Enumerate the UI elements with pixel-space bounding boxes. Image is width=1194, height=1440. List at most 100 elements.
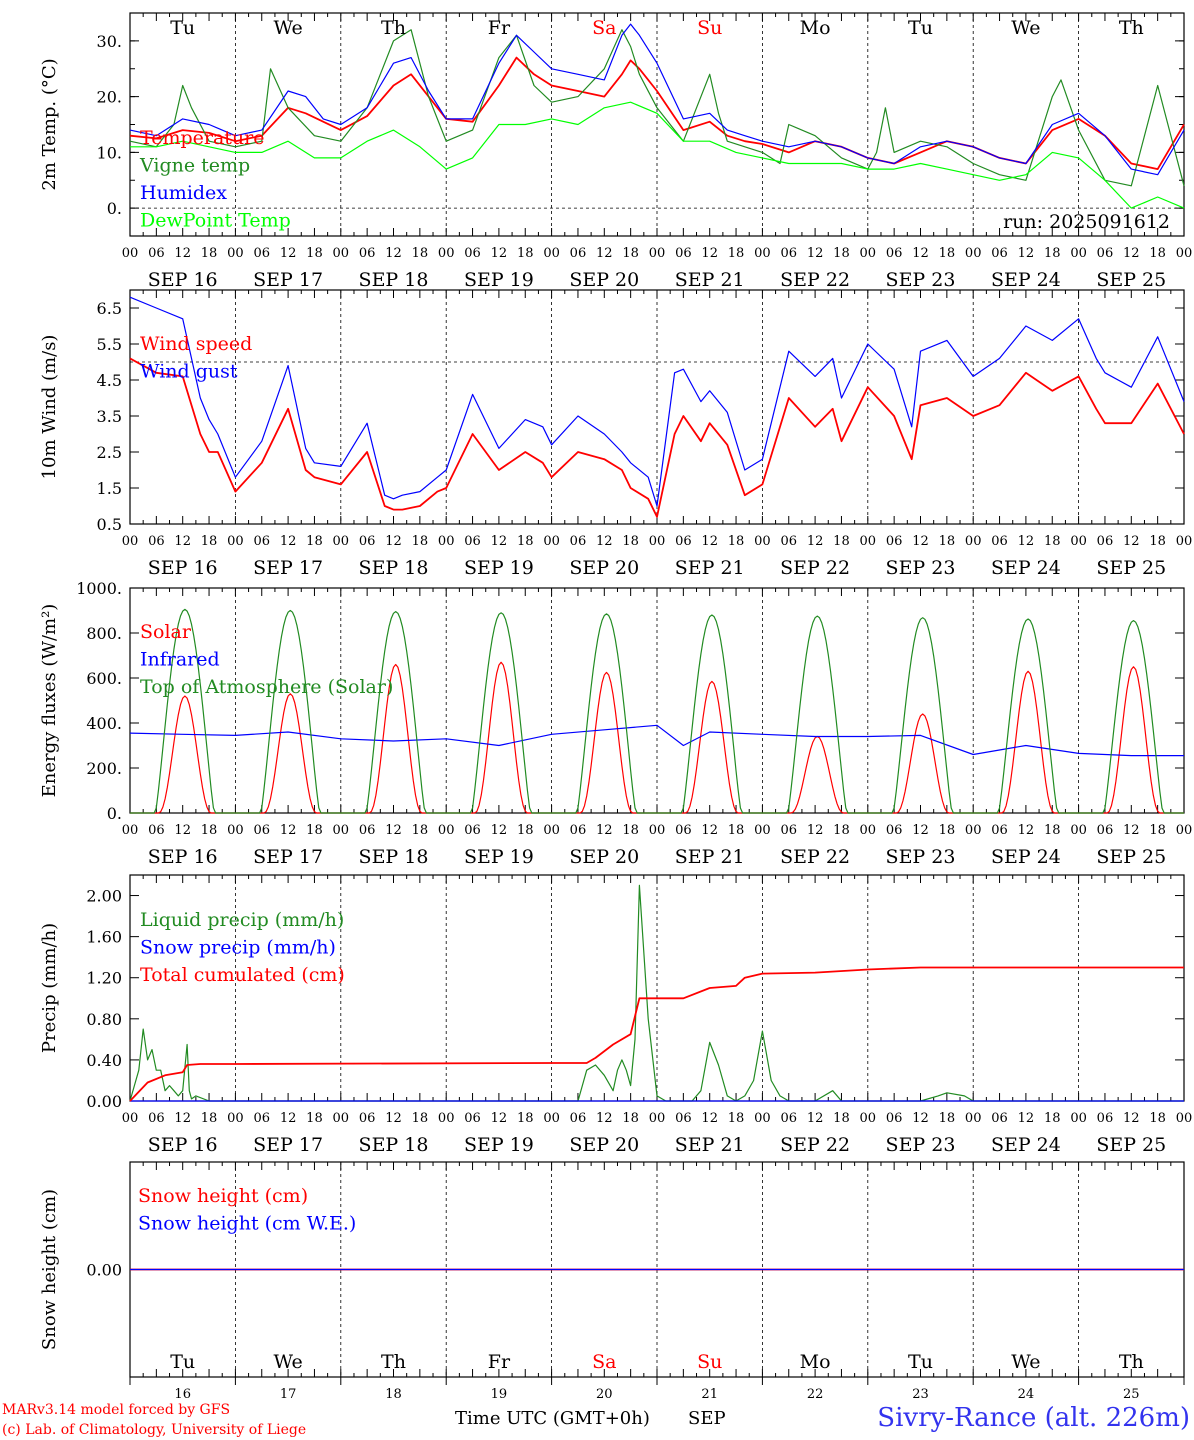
weekday-label: Tu <box>170 1351 195 1373</box>
x-tick-label: 00 <box>1070 246 1087 261</box>
weekday-label: Tu <box>170 17 195 39</box>
weekday-label: Th <box>381 17 406 39</box>
x-tick-label: 06 <box>675 1111 692 1126</box>
x-tick-label: 18 <box>833 823 850 838</box>
x-tick-label: 00 <box>860 534 877 549</box>
weekday-label: Th <box>381 1351 406 1373</box>
weekday-label: Fr <box>488 1351 511 1373</box>
day-number: 24 <box>1018 1387 1035 1402</box>
x-tick-label: 06 <box>148 1111 165 1126</box>
date-label: SEP 22 <box>780 1134 850 1156</box>
x-tick-label: 12 <box>596 823 613 838</box>
series-line-top-of-atmosphere-solar- <box>130 608 1184 814</box>
y-axis-label: 2m Temp. (°C) <box>39 58 60 190</box>
date-label: SEP 16 <box>148 269 218 291</box>
x-tick-label: 18 <box>412 246 429 261</box>
legend-entry: Total cumulated (cm) <box>140 964 345 986</box>
x-tick-label: 00 <box>543 1111 560 1126</box>
panel-4: 0.00 0.40 0.80 1.20 1.60 2.00 Precip (mm/h) Liq… <box>39 874 1192 1156</box>
x-tick-label: 12 <box>596 246 613 261</box>
y-tick-label: 0.00 <box>86 1092 122 1111</box>
date-label: SEP 17 <box>253 846 323 868</box>
x-tick-label: 12 <box>596 1111 613 1126</box>
x-tick-label: 06 <box>570 1111 587 1126</box>
x-tick-label: 06 <box>359 246 376 261</box>
x-tick-label: 12 <box>912 823 929 838</box>
x-tick-label: 00 <box>1070 1111 1087 1126</box>
x-tick-label: 00 <box>965 246 982 261</box>
x-tick-label: 06 <box>253 534 270 549</box>
date-label: SEP 24 <box>991 269 1061 291</box>
y-tick-label: 0.80 <box>86 1010 122 1029</box>
x-tick-label: 12 <box>174 823 191 838</box>
weekday-label: Mo <box>800 17 831 39</box>
date-label: SEP 23 <box>886 1134 956 1156</box>
x-tick-label: 06 <box>991 823 1008 838</box>
x-tick-label: 06 <box>780 823 797 838</box>
date-label: SEP 24 <box>991 846 1061 868</box>
day-number: 16 <box>174 1387 191 1402</box>
x-tick-label: 06 <box>253 1111 270 1126</box>
date-label: SEP 21 <box>675 846 745 868</box>
x-tick-label: 18 <box>201 246 218 261</box>
x-tick-label: 06 <box>464 246 481 261</box>
series-line-dewpoint-temp <box>130 101 1185 209</box>
x-tick-label: 06 <box>675 246 692 261</box>
x-tick-label: 12 <box>174 246 191 261</box>
x-tick-label: 12 <box>912 534 929 549</box>
site-label: Sivry-Rance (alt. 226m) <box>877 1403 1190 1433</box>
x-tick-label: 12 <box>385 246 402 261</box>
x-tick-label: 12 <box>701 534 718 549</box>
y-tick-label: 800. <box>86 624 122 643</box>
legend-entry: Snow precip (mm/h) <box>140 937 336 959</box>
x-tick-label: 06 <box>148 823 165 838</box>
x-tick-label: 12 <box>174 534 191 549</box>
date-label: SEP 25 <box>1096 846 1166 868</box>
date-label: SEP 22 <box>780 269 850 291</box>
weekday-label: Th <box>1119 17 1144 39</box>
date-label: SEP 21 <box>675 1134 745 1156</box>
x-tick-label: 12 <box>280 246 297 261</box>
y-tick-label: 200. <box>86 759 122 778</box>
x-tick-label: 18 <box>728 823 745 838</box>
x-tick-label: 12 <box>385 534 402 549</box>
x-tick-label: 12 <box>1018 1111 1035 1126</box>
x-tick-label: 00 <box>965 534 982 549</box>
y-axis-label: Snow height (cm) <box>39 1189 60 1350</box>
series-line-infrared <box>129 724 1184 757</box>
x-tick-label: 12 <box>1123 246 1140 261</box>
x-tick-label: 18 <box>622 1111 639 1126</box>
x-tick-label: 00 <box>333 246 350 261</box>
x-tick-label: 00 <box>1176 246 1193 261</box>
date-label: SEP 22 <box>780 846 850 868</box>
x-tick-label: 12 <box>385 823 402 838</box>
x-tick-label: 12 <box>701 823 718 838</box>
weekday-label: Sa <box>592 17 616 39</box>
x-tick-label: 18 <box>306 1111 323 1126</box>
x-tick-label: 18 <box>306 823 323 838</box>
run-label: run: 2025091612 <box>1003 211 1170 233</box>
y-tick-label: 1.60 <box>86 928 122 947</box>
date-label: SEP 18 <box>359 1134 429 1156</box>
x-tick-label: 18 <box>517 246 534 261</box>
x-tick-label: 18 <box>622 246 639 261</box>
y-tick-label: 30. <box>97 32 122 51</box>
weekday-label: Su <box>697 1351 722 1373</box>
x-tick-label: 00 <box>438 1111 455 1126</box>
day-number: 19 <box>491 1387 508 1402</box>
x-tick-label: 12 <box>491 534 508 549</box>
date-label: SEP 21 <box>675 269 745 291</box>
x-tick-label: 12 <box>491 823 508 838</box>
x-tick-label: 18 <box>622 534 639 549</box>
x-tick-label: 12 <box>701 1111 718 1126</box>
x-tick-label: 00 <box>649 823 666 838</box>
x-tick-label: 18 <box>939 246 956 261</box>
date-label: SEP 20 <box>569 1134 639 1156</box>
y-tick-label: 0.5 <box>97 515 122 534</box>
x-tick-label: 00 <box>860 823 877 838</box>
x-tick-label: 18 <box>939 823 956 838</box>
footer-lab-credit: (c) Lab. of Climatology, University of L… <box>2 1422 306 1438</box>
x-tick-label: 12 <box>596 534 613 549</box>
x-tick-label: 12 <box>1018 823 1035 838</box>
date-label: SEP 19 <box>464 846 534 868</box>
